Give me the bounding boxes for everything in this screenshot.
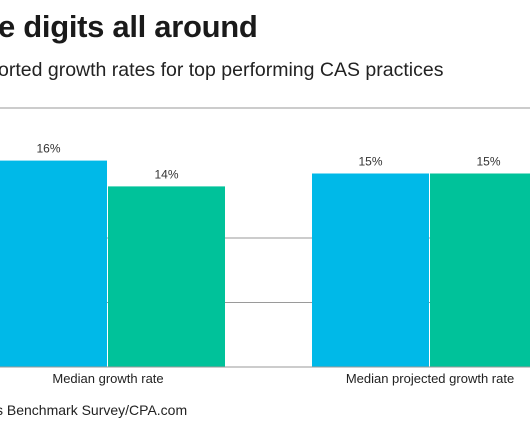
data-label: 15% bbox=[358, 155, 382, 169]
bar-chart: 16% 14% Median growth rate 15% 15% Median pro… bbox=[0, 107, 530, 386]
bar bbox=[312, 173, 429, 367]
data-label: 16% bbox=[36, 142, 60, 156]
bar bbox=[108, 186, 225, 367]
bar bbox=[0, 160, 107, 367]
bar bbox=[430, 173, 530, 367]
data-label: 14% bbox=[154, 167, 178, 181]
category-label: Median growth rate bbox=[52, 371, 163, 386]
data-label: 15% bbox=[476, 155, 500, 169]
chart-title: e digits all around bbox=[0, 9, 258, 44]
chart-subtitle: orted growth rates for top performing CA… bbox=[0, 59, 444, 81]
category-label: Median projected growth rate bbox=[346, 371, 514, 386]
source-note: s Benchmark Survey/CPA.com bbox=[0, 402, 188, 418]
